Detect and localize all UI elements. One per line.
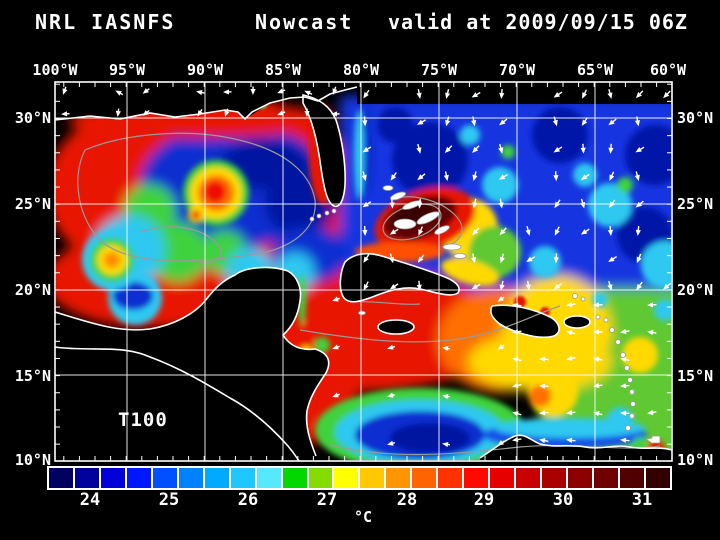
lat-label-right: 15°N: [677, 367, 714, 385]
title-valid: valid at 2009/09/15 06Z: [388, 10, 688, 34]
lat-label-right: 30°N: [677, 109, 714, 127]
colorbar-cell: [438, 468, 463, 488]
colorbar-unit: °C: [353, 508, 373, 526]
colorbar-cell: [126, 468, 151, 488]
colorbar-cell: [230, 468, 255, 488]
lat-label-right: 25°N: [677, 195, 714, 213]
title-product: Nowcast: [255, 10, 354, 34]
colorbar-cell: [542, 468, 567, 488]
land-hispaniola: [490, 305, 560, 338]
lat-label-left: 10°N: [14, 451, 51, 469]
small-islands: [309, 185, 661, 444]
colorbar-tick: 31: [631, 490, 653, 510]
lat-label-left: 30°N: [14, 109, 51, 127]
lon-label: 85°W: [264, 61, 302, 79]
lat-label-left: 25°N: [14, 195, 51, 213]
colorbar-cell: [152, 468, 177, 488]
lon-label: 65°W: [576, 61, 614, 79]
lon-label: 90°W: [186, 61, 224, 79]
colorbar-cell: [516, 468, 541, 488]
map-frame: [54, 81, 673, 462]
colorbar-cell: [386, 468, 411, 488]
colorbar-tick: 25: [158, 490, 180, 510]
colorbar-tick: 28: [396, 490, 418, 510]
colorbar-tick: 30: [552, 490, 574, 510]
lat-label-left: 15°N: [14, 367, 51, 385]
coastlines: [54, 86, 673, 462]
colorbar-cell: [645, 468, 670, 488]
colorbar-tick: 29: [473, 490, 495, 510]
colorbar-tick: 24: [79, 490, 101, 510]
lon-label: 75°W: [420, 61, 458, 79]
lon-label: 95°W: [108, 61, 146, 79]
colorbar-cell: [619, 468, 644, 488]
lon-label: 70°W: [498, 61, 536, 79]
colorbar-tick: 27: [316, 490, 338, 510]
colorbar-cell: [594, 468, 618, 488]
graticule: [55, 82, 672, 461]
colorbar: [47, 466, 672, 490]
domain-boundary-mask: [357, 83, 671, 104]
colorbar-cell: [490, 468, 515, 488]
colorbar-cell: [100, 468, 125, 488]
colorbar-cell: [204, 468, 229, 488]
land-south-america: [480, 435, 672, 461]
lat-label-right: 20°N: [677, 281, 714, 299]
land-mexico-central-america: [55, 267, 329, 461]
field-label: T100: [118, 409, 168, 431]
colorbar-cell: [412, 468, 437, 488]
colorbar-cell: [178, 468, 203, 488]
lon-label: 80°W: [342, 61, 380, 79]
colorbar-cell: [308, 468, 333, 488]
land-puerto-rico: [564, 316, 590, 328]
land-jamaica: [378, 320, 414, 334]
colorbar-tick: 26: [237, 490, 259, 510]
colorbar-cell: [568, 468, 593, 488]
lon-label: 100°W: [32, 61, 78, 79]
lat-label-left: 20°N: [14, 281, 51, 299]
colorbar-cell: [282, 468, 307, 488]
colorbar-cell: [74, 468, 99, 488]
colorbar-cell: [464, 468, 489, 488]
current-vectors: [61, 86, 672, 448]
colorbar-cell: [49, 468, 73, 488]
colorbar-cell: [360, 468, 385, 488]
colorbar-cell: [334, 468, 359, 488]
land-us-gulf-coast: [55, 82, 360, 120]
frame-ticks: [55, 82, 672, 461]
land-florida: [303, 95, 346, 207]
title-model: NRL IASNFS: [35, 10, 176, 34]
colorbar-cell: [256, 468, 281, 488]
lat-label-right: 10°N: [677, 451, 714, 469]
lon-label: 60°W: [649, 61, 687, 79]
